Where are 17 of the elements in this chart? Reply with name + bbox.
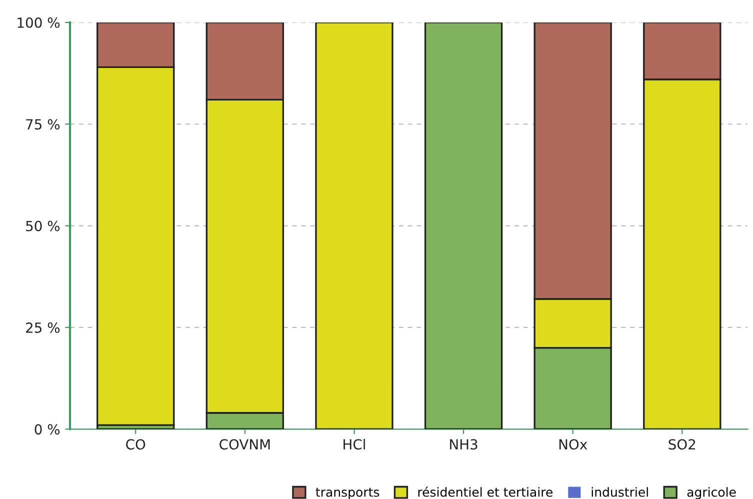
x-tick-label: NOx bbox=[559, 439, 588, 450]
y-tick-label: 0 % bbox=[34, 424, 60, 435]
x-tick-label: CO bbox=[126, 439, 146, 450]
legend-label: industriel bbox=[592, 487, 648, 497]
y-tick-label: 50 % bbox=[26, 220, 60, 232]
y-tick-label: 100 % bbox=[18, 17, 60, 28]
bar bbox=[315, 22, 394, 430]
y-tick-label: 75 % bbox=[26, 119, 60, 130]
x-tick-label: NH3 bbox=[450, 439, 478, 450]
x-tick-label: COVNM bbox=[220, 439, 270, 450]
y-tick-label: 25 % bbox=[26, 322, 60, 333]
x-tick-label: SO2 bbox=[668, 439, 696, 450]
bar bbox=[424, 22, 503, 430]
legend-label: transports bbox=[316, 488, 380, 499]
x-tick-label: HCl bbox=[344, 438, 365, 450]
legend-label: agricole bbox=[687, 487, 736, 499]
legend-label: résidentiel et tertiaire bbox=[418, 486, 552, 497]
